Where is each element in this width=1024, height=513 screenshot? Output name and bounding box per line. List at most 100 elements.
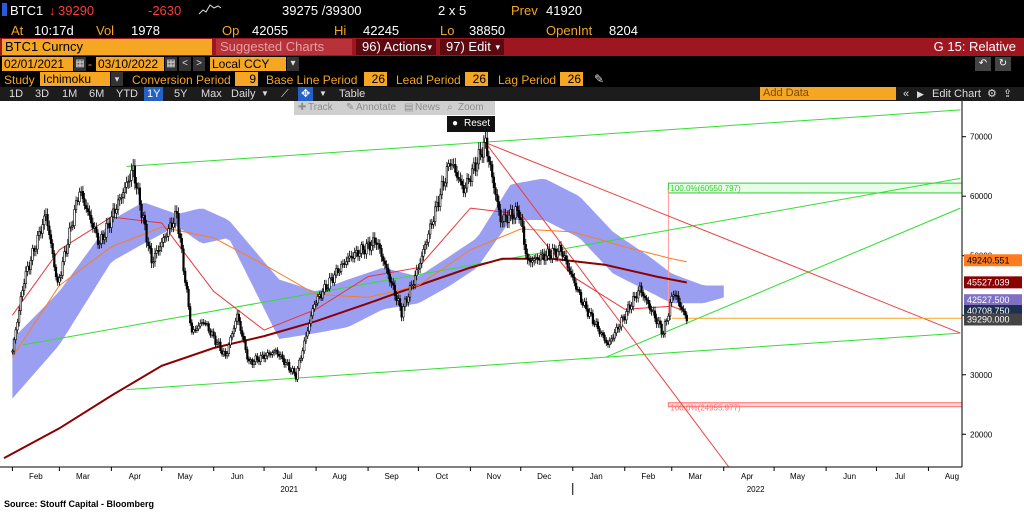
candle-body [288, 362, 291, 371]
candle-body [558, 245, 561, 252]
candle-body [440, 181, 444, 196]
price-candles [11, 131, 688, 382]
period-1d[interactable]: 1D [9, 88, 24, 100]
study-select[interactable]: Ichimoku [40, 72, 110, 86]
candle-body [96, 232, 100, 245]
frequency-caret-icon[interactable]: ▼ [261, 89, 269, 98]
track-button[interactable]: Track [308, 102, 333, 113]
refresh-icon[interactable]: ↻ [995, 57, 1011, 71]
add-data-input[interactable]: Add Data [760, 87, 896, 100]
frequency-select[interactable]: Daily [231, 88, 256, 100]
calendar-icon[interactable]: ▦ [165, 57, 177, 71]
candle-body [499, 209, 502, 223]
actions-menu-button[interactable]: 96) Actions ▾ [356, 39, 436, 55]
candle-body [195, 328, 199, 331]
line-tool-icon[interactable]: ⟋ [281, 88, 289, 100]
bid-ask: 39275 /39300 [282, 3, 362, 18]
candle-body [283, 358, 286, 365]
candle-body [511, 209, 514, 219]
candle-body [127, 181, 130, 183]
candle-body [504, 214, 507, 217]
end-date-field[interactable]: 03/10/2022 [96, 57, 164, 71]
period-3d[interactable]: 3D [35, 88, 50, 100]
cursor-tool-icon[interactable]: ✥ [298, 87, 314, 101]
candle-body [365, 243, 368, 255]
candle-body [670, 296, 673, 303]
candle-body [31, 248, 34, 261]
lead-input[interactable]: 26 [465, 72, 488, 86]
suggested-charts-button[interactable]: Suggested Charts [216, 39, 352, 55]
candle-body [19, 296, 22, 312]
study-caret-icon[interactable]: ▾ [111, 72, 123, 86]
candle-body [313, 304, 316, 310]
candle-body [397, 298, 400, 302]
candle-body [536, 257, 539, 260]
reset-label: Reset [464, 118, 491, 129]
candle-body [502, 214, 506, 222]
period-1y[interactable]: 1Y [144, 87, 164, 101]
candle-body [645, 297, 648, 301]
candle-body [98, 243, 101, 245]
calendar-icon[interactable]: ▦ [74, 57, 86, 71]
candle-body [668, 301, 672, 317]
zoom-icon[interactable]: ⌕ [447, 102, 453, 113]
currency-caret-icon[interactable]: ▾ [287, 57, 299, 71]
price-chart[interactable]: 100.0%(60550.797) 100.0%(24955.977) 20000… [0, 101, 1024, 497]
candle-body [568, 267, 571, 272]
news-button[interactable]: News [415, 102, 441, 113]
candle-body [162, 237, 165, 243]
tool-caret-icon[interactable]: ▼ [319, 89, 327, 98]
conversion-input[interactable]: 9 [235, 72, 258, 86]
graph-title: G 15: Relative [933, 39, 1016, 54]
news-icon[interactable]: ▤ [404, 102, 414, 113]
table-button[interactable]: Table [339, 88, 366, 100]
collapse-icon[interactable]: « [903, 88, 910, 100]
candle-body [341, 263, 345, 265]
candle-body [509, 209, 512, 216]
candle-body [605, 340, 608, 344]
undo-icon[interactable]: ↶ [975, 57, 991, 71]
pencil-icon[interactable]: ✎ [594, 72, 605, 86]
candle-body [677, 295, 680, 303]
track-icon[interactable]: ✚ [298, 102, 307, 113]
annotate-icon[interactable]: ✎ [346, 102, 355, 113]
candle-body [442, 181, 445, 187]
currency-select[interactable]: Local CCY [210, 57, 286, 71]
export-icon[interactable]: ⇪ [1003, 88, 1013, 100]
candle-body [652, 310, 655, 313]
annotate-button[interactable]: Annotate [356, 102, 397, 113]
start-date-field[interactable]: 02/01/2021 [2, 57, 73, 71]
candle-body [566, 260, 569, 269]
edit-chart-caret-icon[interactable]: ▶ [917, 89, 924, 99]
period-ytd[interactable]: YTD [116, 88, 138, 100]
lag-input[interactable]: 26 [560, 72, 583, 86]
period-6m[interactable]: 6M [89, 88, 105, 100]
base-line-input[interactable]: 26 [364, 72, 387, 86]
candle-body [529, 260, 532, 263]
period-1m[interactable]: 1M [62, 88, 78, 100]
candle-body [61, 261, 64, 276]
y-tick-label: 60000 [970, 192, 993, 201]
period-max[interactable]: Max [201, 88, 222, 100]
next-range-icon[interactable]: > [193, 57, 205, 71]
edit-menu-button[interactable]: 97) Edit ▾ [440, 39, 504, 55]
candle-body [571, 273, 574, 278]
candle-body [512, 217, 516, 220]
edit-chart-button[interactable]: Edit Chart [932, 88, 981, 100]
candle-body [457, 177, 460, 180]
zoom-button[interactable]: Zoom [458, 102, 484, 113]
candle-body [613, 332, 616, 339]
candle-body [539, 254, 542, 261]
moving-averages [3, 207, 687, 459]
candle-body [90, 215, 93, 224]
period-5y[interactable]: 5Y [174, 88, 188, 100]
security-field[interactable]: BTC1 Curncy [2, 39, 212, 55]
settings-icon[interactable]: ⚙ [987, 88, 997, 100]
prev-range-icon[interactable]: < [179, 57, 191, 71]
ticker-row: BTC1 ↓ 39290 -2630 39275 /39300 2 x 5 Pr… [0, 0, 1024, 20]
candle-body [289, 369, 293, 373]
candle-body [482, 142, 485, 158]
reset-button[interactable]: ● Reset [447, 116, 495, 132]
candle-body [106, 222, 110, 225]
candle-body [70, 226, 73, 229]
